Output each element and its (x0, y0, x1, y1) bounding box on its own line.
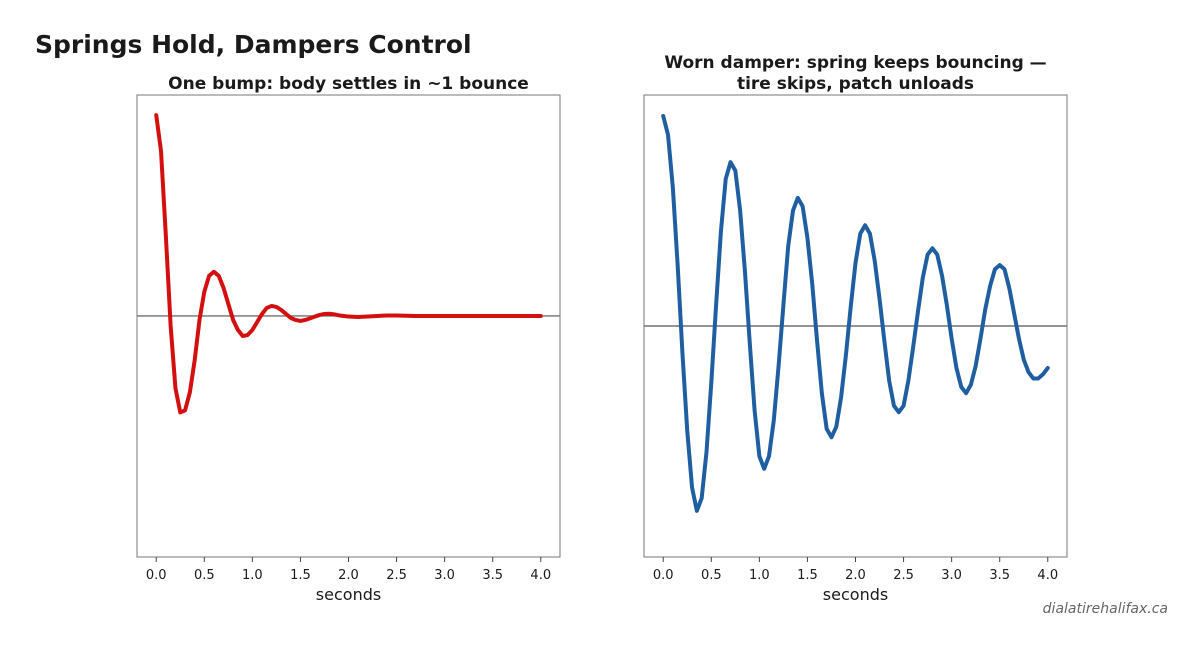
left-x-tick-label-2: 1.0 (242, 568, 263, 583)
left-x-tick-label-3: 1.5 (290, 568, 311, 583)
left-x-tick-label-1: 0.5 (194, 568, 215, 583)
left-x-axis-label: seconds (316, 585, 381, 604)
left-series-line-1 (154, 113, 543, 415)
left-x-tick-label-8: 4.0 (530, 568, 551, 583)
left-x-tick-label-4: 2.0 (338, 568, 359, 583)
figure-title: Springs Hold, Dampers Control (35, 30, 472, 59)
left-x-tick-label-0: 0.0 (146, 568, 167, 583)
left-x-tick-label-5: 2.5 (386, 568, 407, 583)
left-x-tick-label-6: 3.0 (434, 568, 455, 583)
watermark: dialatirehalifax.ca (1042, 601, 1168, 617)
left-x-tick-label-7: 3.5 (482, 568, 503, 583)
left-chart-title: One bump: body settles in ~1 bounce (168, 74, 529, 94)
